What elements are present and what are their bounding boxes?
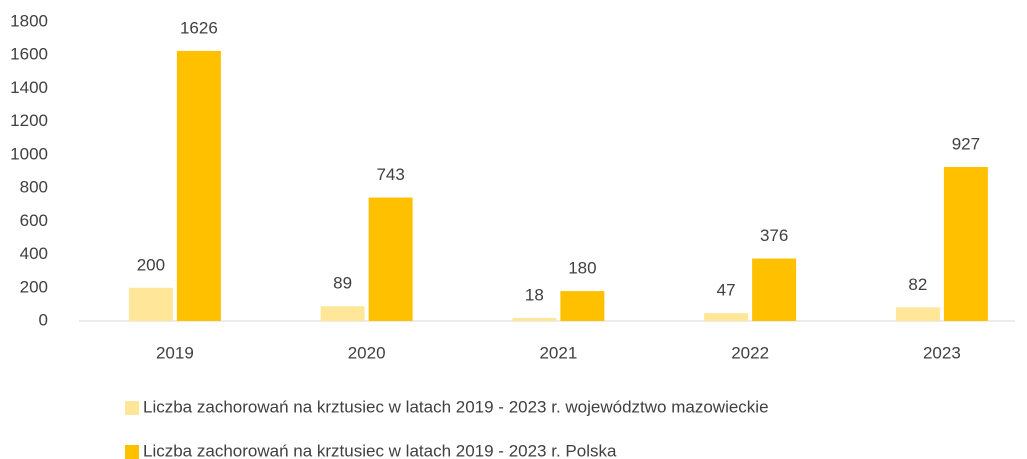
y-tick-label: 600: [20, 211, 48, 230]
legend-swatch: [125, 445, 139, 459]
data-label: 89: [333, 274, 352, 293]
data-label: 1626: [180, 18, 218, 37]
data-label: 18: [525, 285, 544, 304]
x-tick-label: 2021: [539, 343, 577, 362]
y-tick-label: 400: [20, 244, 48, 263]
y-tick-label: 1200: [10, 111, 48, 130]
y-tick-label: 1600: [10, 45, 48, 64]
y-tick-label: 1000: [10, 144, 48, 163]
bar: [704, 313, 749, 321]
bar: [320, 306, 365, 321]
data-label: 47: [717, 281, 736, 300]
bar: [176, 50, 221, 322]
bar: [943, 167, 988, 321]
bar: [560, 291, 605, 321]
bar: [895, 307, 940, 321]
x-tick-label: 2020: [348, 343, 386, 362]
y-tick-label: 800: [20, 178, 48, 197]
data-label: 927: [952, 134, 980, 153]
data-label: 180: [568, 259, 596, 278]
x-tick-label: 2022: [731, 343, 769, 362]
bar: [368, 197, 413, 321]
y-tick-label: 1400: [10, 78, 48, 97]
bar: [752, 258, 797, 321]
data-label: 743: [376, 165, 404, 184]
data-label: 376: [760, 226, 788, 245]
bar: [512, 318, 557, 321]
legend-label: Liczba zachorowań na krztusiec w latach …: [143, 397, 769, 416]
y-tick-label: 1800: [10, 11, 48, 30]
data-label: 82: [908, 275, 927, 294]
x-tick-label: 2023: [923, 343, 961, 362]
legend-swatch: [125, 401, 139, 415]
x-tick-label: 2019: [156, 343, 194, 362]
bar: [128, 287, 173, 321]
legend-label: Liczba zachorowań na krztusiec w latach …: [143, 441, 617, 459]
y-tick-label: 200: [20, 277, 48, 296]
data-label: 200: [137, 255, 165, 274]
y-tick-label: 0: [39, 310, 48, 329]
